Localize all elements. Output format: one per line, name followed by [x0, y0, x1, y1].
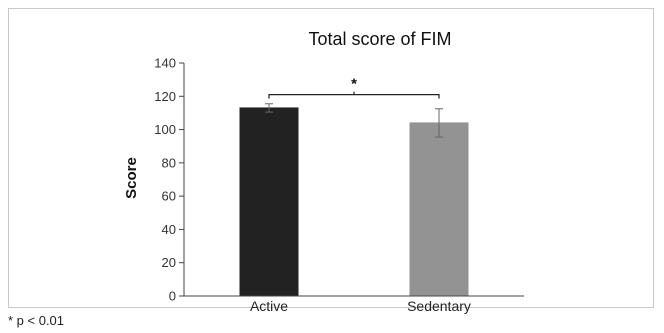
- y-tick-label: 60: [162, 189, 176, 204]
- y-tick-label: 0: [169, 289, 176, 304]
- y-tick-label: 120: [154, 89, 176, 104]
- y-tick-label: 20: [162, 255, 176, 270]
- x-axis: Active Sedentary: [184, 295, 524, 314]
- chart-title: Total score of FIM: [308, 29, 451, 49]
- chart-frame: [8, 8, 654, 308]
- x-tick-label: Sedentary: [407, 298, 471, 314]
- y-axis-label: Score: [123, 157, 140, 199]
- bar-active: [239, 107, 299, 297]
- y-tick-label: 80: [162, 155, 176, 170]
- x-tick-label: Active: [250, 298, 288, 314]
- y-tick-label: 40: [162, 222, 176, 237]
- y-axis: 0 20 40 60 80 100 120 140: [154, 56, 185, 304]
- bars: [239, 103, 469, 297]
- y-tick-label: 140: [154, 56, 176, 71]
- significance-line: [268, 91, 440, 99]
- y-tick-label: 100: [154, 122, 176, 137]
- significance-label: *: [351, 76, 357, 93]
- footnote: * p < 0.01: [8, 313, 65, 328]
- significance-bracket: *: [268, 76, 440, 99]
- bar-sedentary: [409, 122, 469, 297]
